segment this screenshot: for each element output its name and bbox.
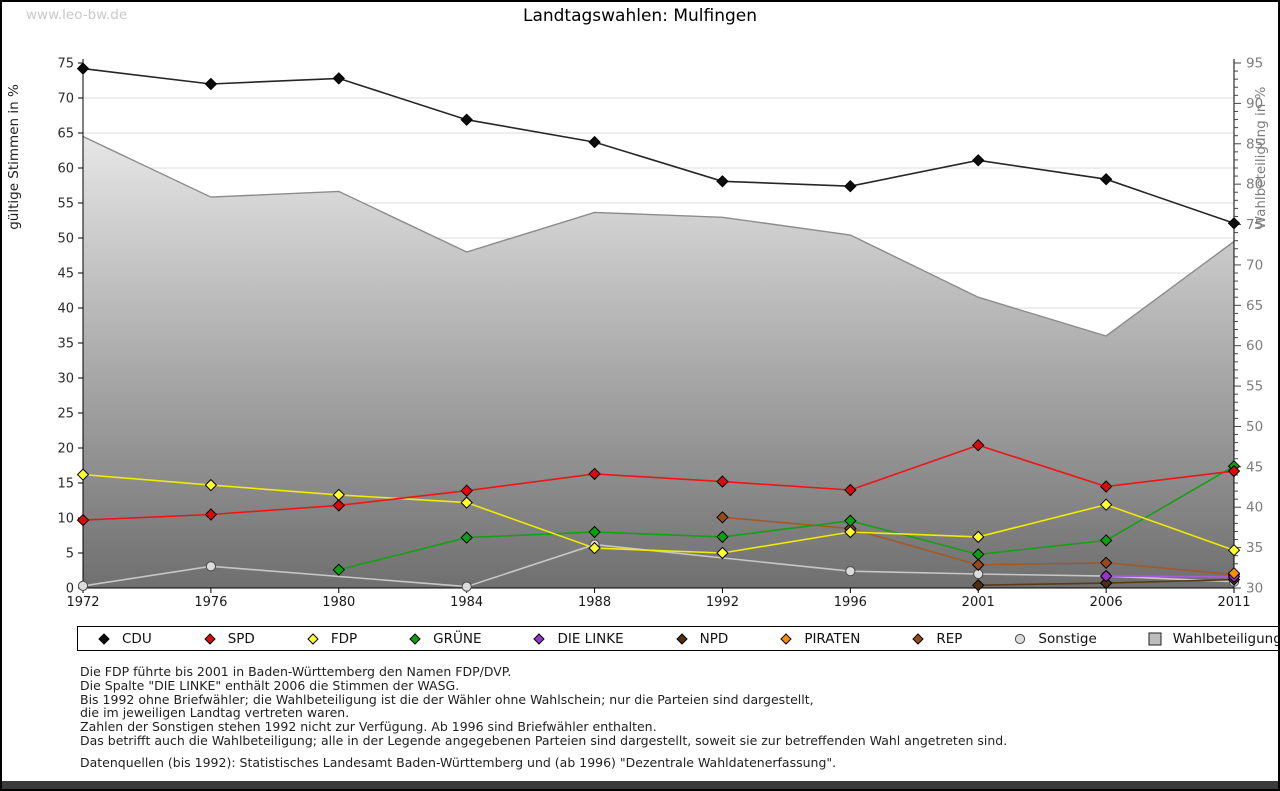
svg-text:5: 5: [66, 547, 74, 562]
legend-label: SPD: [227, 630, 255, 647]
legend-item-piraten: PIRATEN: [778, 631, 860, 647]
svg-text:2006: 2006: [1090, 595, 1123, 610]
diamond-marker-icon: [675, 632, 688, 645]
legend-label: DIE LINKE: [557, 630, 624, 647]
svg-text:50: 50: [57, 232, 74, 247]
svg-text:2001: 2001: [962, 595, 995, 610]
svg-text:75: 75: [1246, 217, 1263, 233]
svg-text:95: 95: [1246, 56, 1263, 72]
legend-item-rep: REP: [910, 631, 962, 647]
svg-text:15: 15: [57, 477, 74, 492]
legend-label: NPD: [699, 630, 729, 647]
svg-text:75: 75: [57, 57, 74, 72]
svg-text:85: 85: [1246, 136, 1263, 152]
series-spd: [76, 438, 1241, 527]
circle-marker-icon: [1015, 633, 1026, 644]
series-gr-ne: [332, 459, 1241, 577]
svg-text:25: 25: [57, 407, 74, 422]
diamond-marker-icon: [533, 632, 546, 645]
svg-text:65: 65: [57, 127, 74, 142]
election-chart: 0 5 10 15 20 25 30 35 40 45 50 55 60 65 70 75 30 35 40 45 50…: [6, 56, 1269, 611]
footer-bar: [2, 781, 1278, 789]
svg-text:35: 35: [57, 337, 74, 352]
watermark: www.leo-bw.de: [26, 7, 128, 23]
legend-item-cdu: CDU: [96, 631, 152, 647]
legend-label: GRÜNE: [433, 630, 482, 647]
svg-text:90: 90: [1246, 96, 1263, 112]
note-line: Die FDP führte bis 2001 in Baden-Württem…: [80, 664, 512, 679]
legend-item-sonstige: Sonstige: [1012, 630, 1097, 647]
legend-item-spd: SPD: [202, 631, 255, 647]
legend-item-npd: NPD: [674, 630, 729, 647]
svg-text:1996: 1996: [834, 595, 867, 610]
svg-text:45: 45: [57, 267, 74, 282]
axes: 0 5 10 15 20 25 30 35 40 45 50 55 60 65 70 75 30 35 40 45 50…: [6, 56, 1269, 611]
svg-text:50: 50: [1246, 419, 1263, 435]
diamond-marker-icon: [780, 632, 793, 645]
legend-label: Sonstige: [1038, 630, 1097, 647]
right-axis-title: Wahlbeteiligung in %: [1253, 86, 1269, 229]
svg-text:65: 65: [1246, 298, 1263, 314]
legend-item-fdp: FDP: [305, 631, 357, 647]
svg-text:30: 30: [1246, 581, 1263, 597]
legend-label: REP: [936, 630, 963, 647]
chart-legend: CDU SPD FDP GRÜNE DIE LINKE NPD PIRATEN REP Sons…: [77, 626, 1280, 651]
svg-text:45: 45: [1246, 459, 1263, 475]
svg-text:1992: 1992: [706, 595, 739, 610]
svg-text:60: 60: [1246, 338, 1263, 354]
diamond-marker-icon: [409, 632, 421, 645]
svg-text:40: 40: [57, 302, 74, 317]
svg-text:40: 40: [1246, 500, 1263, 516]
series-piraten: [1227, 567, 1241, 580]
area-swatch-icon: [1148, 632, 1162, 645]
chart-notes: Die FDP führte bis 2001 in Baden-Württem…: [80, 665, 1007, 770]
page-title: Landtagswahlen: Mulfingen: [522, 6, 758, 26]
svg-text:1972: 1972: [66, 595, 99, 610]
svg-text:1984: 1984: [450, 595, 483, 610]
svg-text:30: 30: [57, 372, 74, 387]
svg-text:1976: 1976: [194, 595, 227, 610]
svg-text:20: 20: [57, 442, 74, 457]
legend-item-gr-ne: GRÜNE: [407, 631, 481, 647]
svg-text:80: 80: [1246, 177, 1263, 193]
legend-label: FDP: [330, 630, 358, 647]
note-line: die im jeweiligen Landtag vertreten ware…: [80, 705, 350, 721]
note-line: Datenquellen (bis 1992): Statistisches L…: [80, 754, 837, 770]
svg-text:2011: 2011: [1217, 595, 1250, 610]
diamond-marker-icon: [98, 632, 110, 645]
svg-text:10: 10: [57, 512, 74, 527]
diamond-marker-icon: [912, 632, 925, 645]
legend-label: CDU: [122, 630, 152, 647]
svg-text:0: 0: [66, 582, 74, 597]
svg-text:1988: 1988: [578, 595, 611, 610]
left-axis-title: gültige Stimmen in %: [6, 84, 22, 230]
legend-item-die-linke: DIE LINKE: [531, 630, 624, 647]
svg-text:35: 35: [1246, 540, 1263, 556]
svg-text:55: 55: [57, 197, 74, 212]
note-line: Bis 1992 ohne Briefwähler; die Wahlbetei…: [80, 691, 814, 707]
diamond-marker-icon: [203, 632, 216, 645]
svg-text:60: 60: [57, 162, 74, 177]
turnout-area: [82, 135, 1235, 588]
legend-label: PIRATEN: [804, 630, 861, 647]
svg-text:55: 55: [1246, 379, 1263, 395]
svg-text:1980: 1980: [322, 595, 355, 610]
diamond-marker-icon: [307, 632, 319, 645]
legend-item-wahlbeteiligung: Wahlbeteiligung: [1147, 630, 1280, 647]
legend-label: Wahlbeteiligung: [1172, 630, 1280, 647]
note-line: Zahlen der Sonstigen stehen 1992 nicht z…: [80, 719, 657, 735]
note-line: Die Spalte "DIE LINKE" enthält 2006 die …: [80, 677, 460, 693]
svg-text:70: 70: [57, 92, 74, 107]
svg-text:70: 70: [1246, 257, 1263, 273]
note-line: Das betrifft auch die Wahlbeteiligung; a…: [80, 732, 1008, 748]
series-cdu: [76, 62, 1241, 230]
